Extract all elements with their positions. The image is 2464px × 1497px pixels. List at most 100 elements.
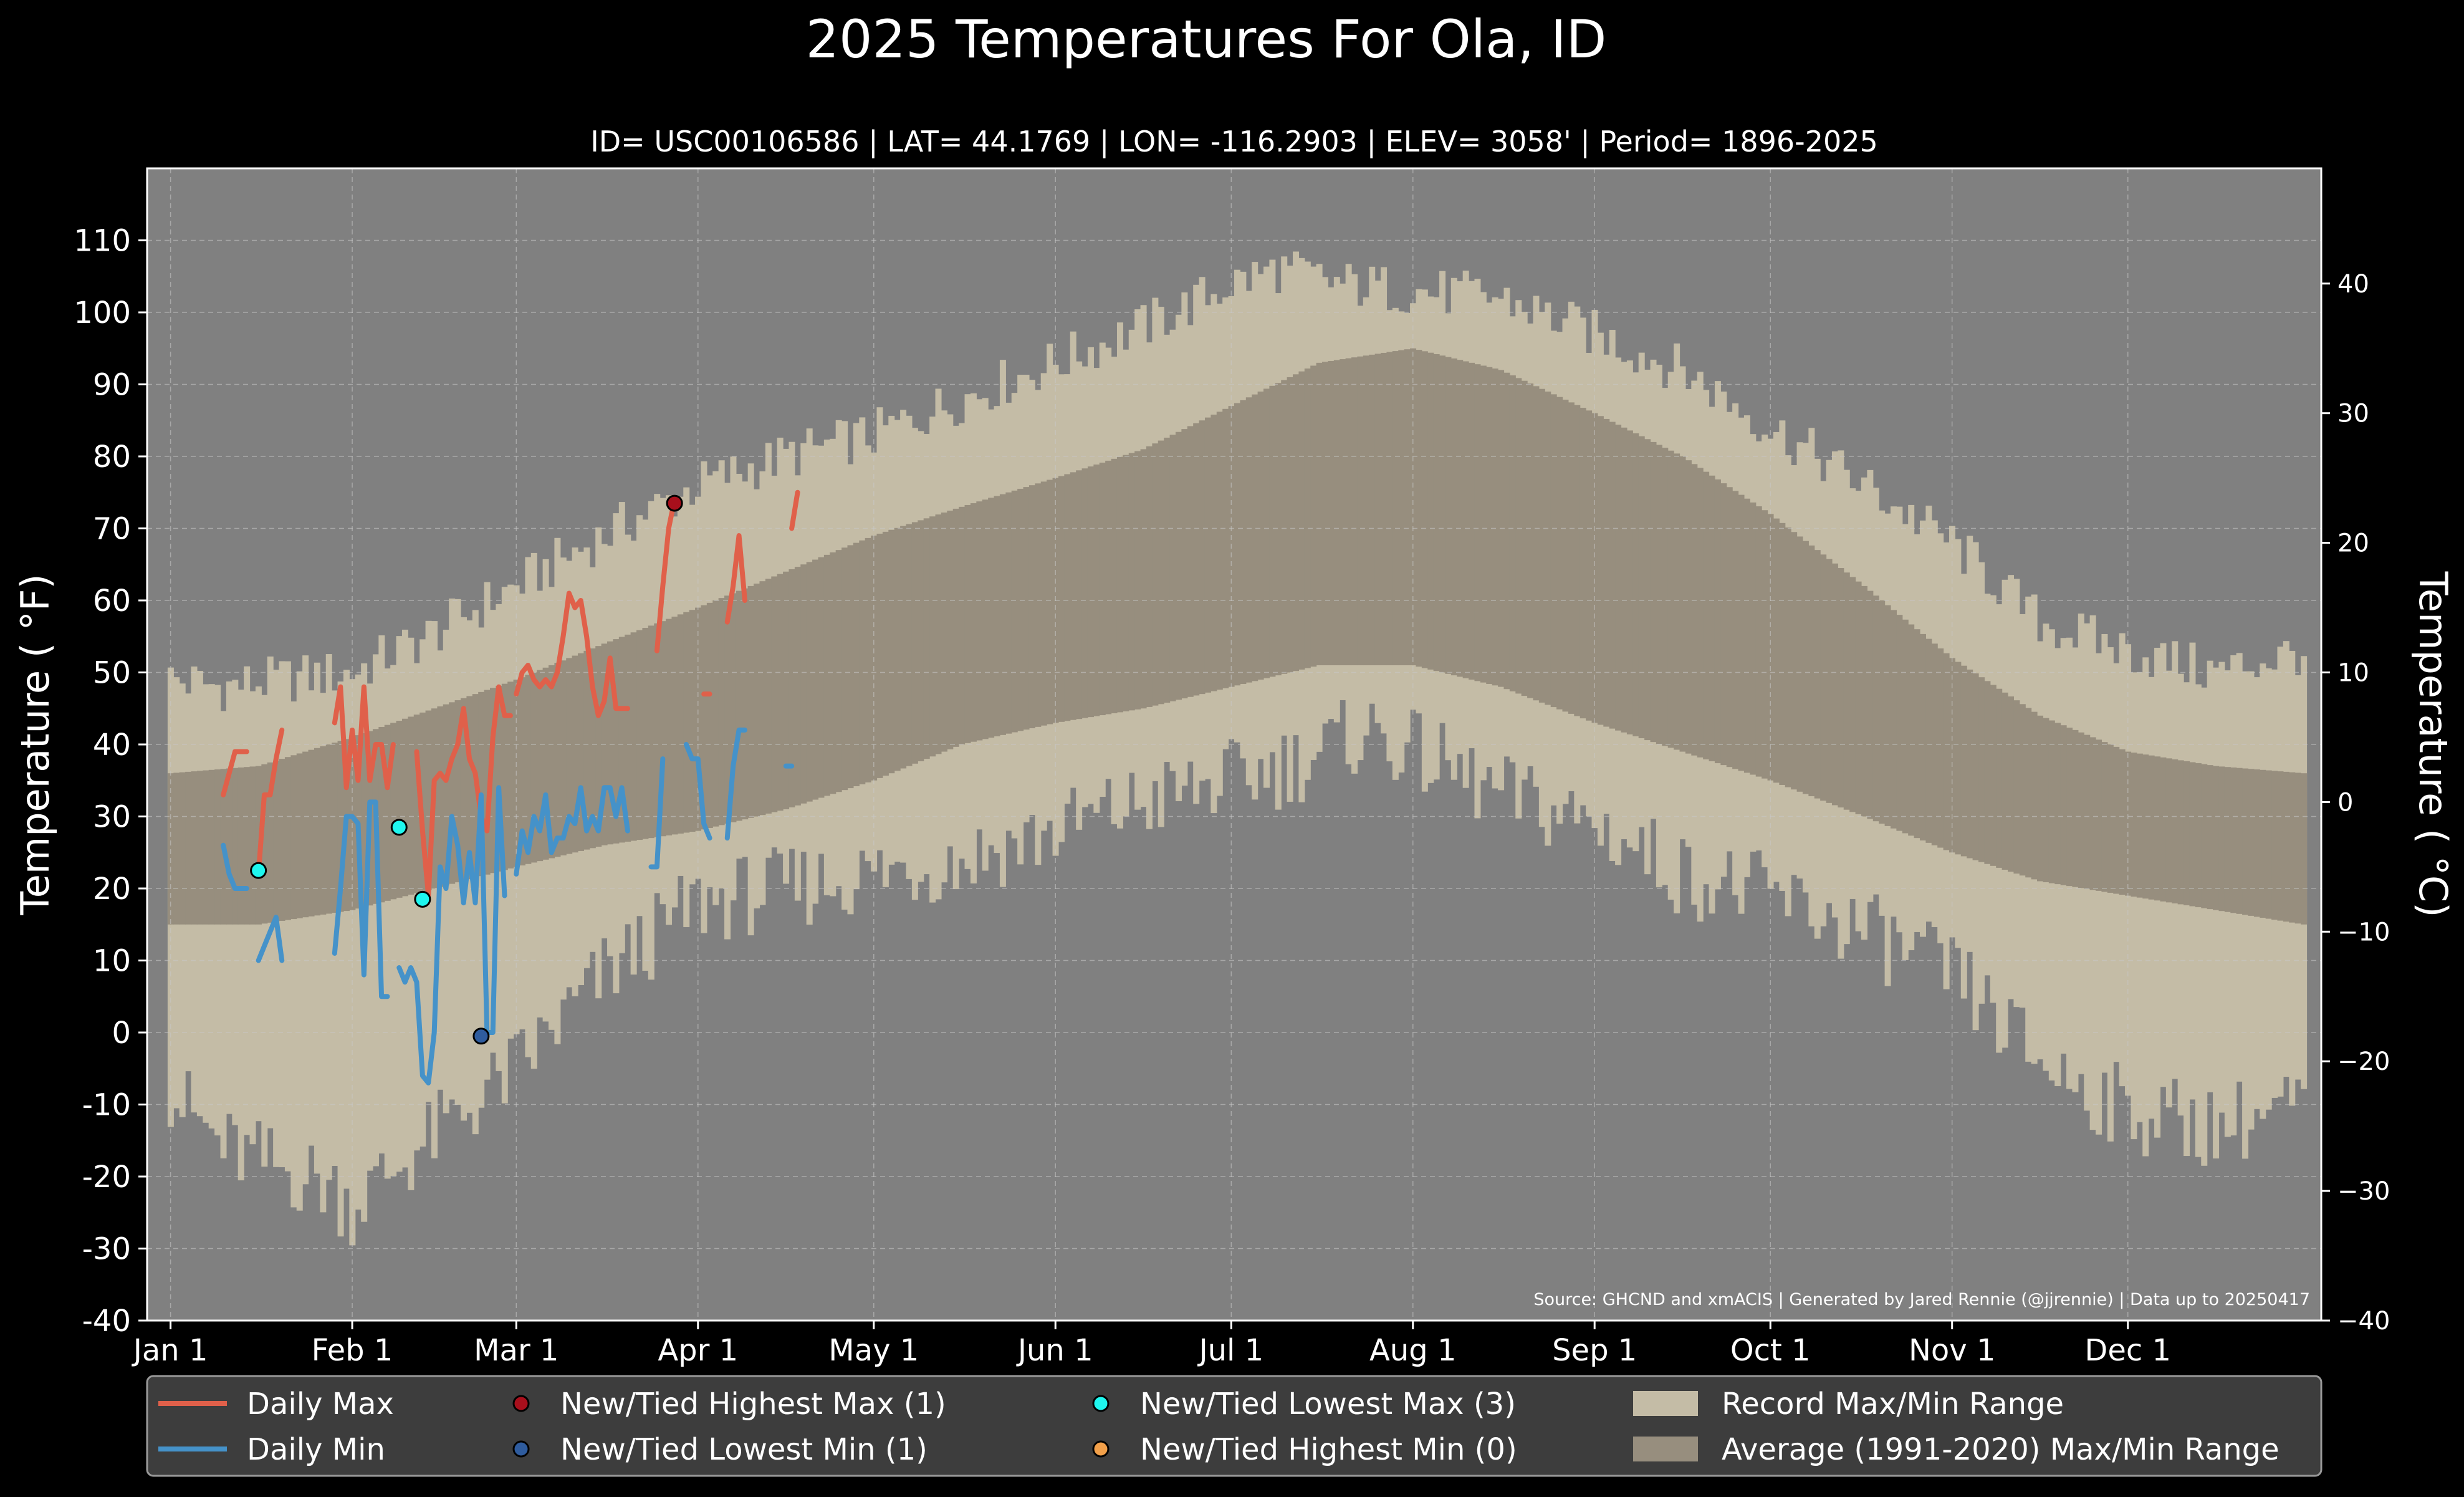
average-range-bar: [1087, 466, 1094, 718]
average-range-bar: [794, 567, 801, 806]
average-range-bar: [208, 769, 215, 925]
average-range-bar: [408, 716, 415, 895]
daily-min-series: [221, 727, 795, 1085]
x-tick-label: Feb 1: [312, 1333, 393, 1368]
average-range-bar: [1820, 554, 1827, 801]
average-range-bar: [2037, 715, 2044, 882]
average-range-bar: [1316, 362, 1323, 665]
average-range-bar: [2265, 770, 2272, 919]
average-range-bar: [1345, 358, 1352, 665]
average-range-bar: [1304, 368, 1311, 668]
average-range-bar: [296, 753, 303, 918]
average-range-bar: [1433, 354, 1440, 671]
average-range-bar: [1111, 458, 1118, 713]
x-tick-label: Aug 1: [1369, 1333, 1457, 1368]
record-range-bar: [2201, 687, 2208, 1166]
average-range-bar: [2154, 756, 2161, 901]
series-line-segment: [221, 842, 249, 891]
average-range-bar: [267, 762, 274, 923]
average-range-bar: [847, 545, 854, 789]
left-tick-label: -40: [82, 1304, 131, 1339]
average-range-bar: [390, 723, 397, 900]
average-range-bar: [1134, 451, 1141, 710]
average-range-bar: [783, 571, 790, 809]
record-range-bar: [401, 629, 408, 1168]
right-axis-ticks: −40 −30 −20 −10 0 10 20 30 40: [2321, 270, 2390, 1336]
average-range-bar: [185, 771, 192, 925]
average-range-bar: [1972, 673, 1979, 860]
average-range-bar: [1204, 417, 1211, 693]
average-range-bar: [952, 508, 959, 747]
average-range-bar: [1322, 362, 1329, 665]
average-range-bar: [1099, 463, 1106, 716]
average-range-bar: [1919, 633, 1926, 840]
average-range-bar: [1861, 585, 1867, 817]
average-range-bar: [1808, 545, 1815, 797]
average-range-bar: [2165, 758, 2172, 903]
average-range-bar: [1890, 610, 1897, 829]
average-range-bar: [466, 696, 473, 880]
record-range-bar: [290, 701, 297, 1208]
average-range-bar: [1597, 416, 1604, 725]
record-range-bar: [2131, 672, 2137, 1140]
average-range-bar: [1750, 502, 1757, 775]
average-range-bar: [2013, 700, 2020, 874]
average-range-bar: [1621, 427, 1627, 733]
average-range-bar: [1814, 550, 1821, 799]
average-range-bar: [747, 585, 754, 818]
average-range-bar: [1457, 360, 1464, 677]
average-range-bar: [1410, 348, 1417, 665]
average-range-bar: [1011, 490, 1018, 733]
average-range-bar: [1421, 351, 1428, 668]
average-range-bar: [1298, 371, 1305, 670]
legend-label: Daily Max: [247, 1387, 394, 1422]
record-range-bar: [2195, 684, 2202, 1157]
right-tick-label: −30: [2337, 1177, 2390, 1206]
average-range-bar: [648, 625, 654, 839]
average-range-bar: [2218, 766, 2225, 912]
average-range-bar: [1181, 429, 1188, 699]
average-range-bar: [1357, 356, 1364, 665]
average-range-bar: [173, 773, 180, 925]
record-range-bar: [296, 671, 303, 1211]
average-range-bar: [1550, 394, 1557, 708]
average-range-bar: [413, 715, 420, 893]
average-range-bar: [2089, 737, 2096, 890]
average-range-bar: [542, 667, 549, 860]
average-range-bar: [2066, 728, 2073, 887]
average-range-bar: [1076, 470, 1083, 720]
average-range-bar: [1545, 392, 1551, 705]
average-range-bar: [765, 579, 772, 814]
average-range-bar: [2195, 763, 2202, 908]
average-range-bar: [2048, 720, 2055, 883]
record-range-bar: [325, 654, 332, 1180]
average-range-bar: [1363, 355, 1369, 665]
average-range-bar: [1714, 479, 1721, 764]
average-range-bar: [2113, 746, 2120, 894]
average-range-bar: [2289, 772, 2296, 923]
average-range-bar: [1785, 527, 1791, 787]
average-range-bar: [2177, 760, 2184, 905]
average-range-bar: [1216, 412, 1223, 690]
average-range-bar: [1960, 665, 1967, 857]
record-range-bar: [367, 683, 373, 1171]
average-range-bar: [999, 494, 1006, 735]
average-range-bar: [1831, 563, 1838, 806]
average-range-bar: [2253, 769, 2260, 917]
record-range-bar: [431, 621, 438, 1158]
average-range-bar: [911, 522, 918, 764]
series-line-segment: [332, 684, 396, 791]
source-note: Source: GHCND and xmACIS | Generated by …: [1533, 1290, 2310, 1309]
legend-swatch-dot: [512, 1395, 530, 1412]
x-tick-label: Jul 1: [1197, 1333, 1263, 1368]
average-range-bar: [1527, 383, 1534, 698]
average-range-bar: [1439, 355, 1446, 673]
average-range-bar: [2189, 762, 2196, 907]
average-range-bar: [554, 663, 561, 857]
average-range-bar: [789, 569, 795, 807]
average-range-bar: [1152, 443, 1159, 706]
left-tick-label: -30: [82, 1232, 131, 1267]
average-range-bar: [1726, 487, 1733, 768]
average-range-bar: [2025, 708, 2032, 878]
average-range-bar: [572, 655, 578, 853]
